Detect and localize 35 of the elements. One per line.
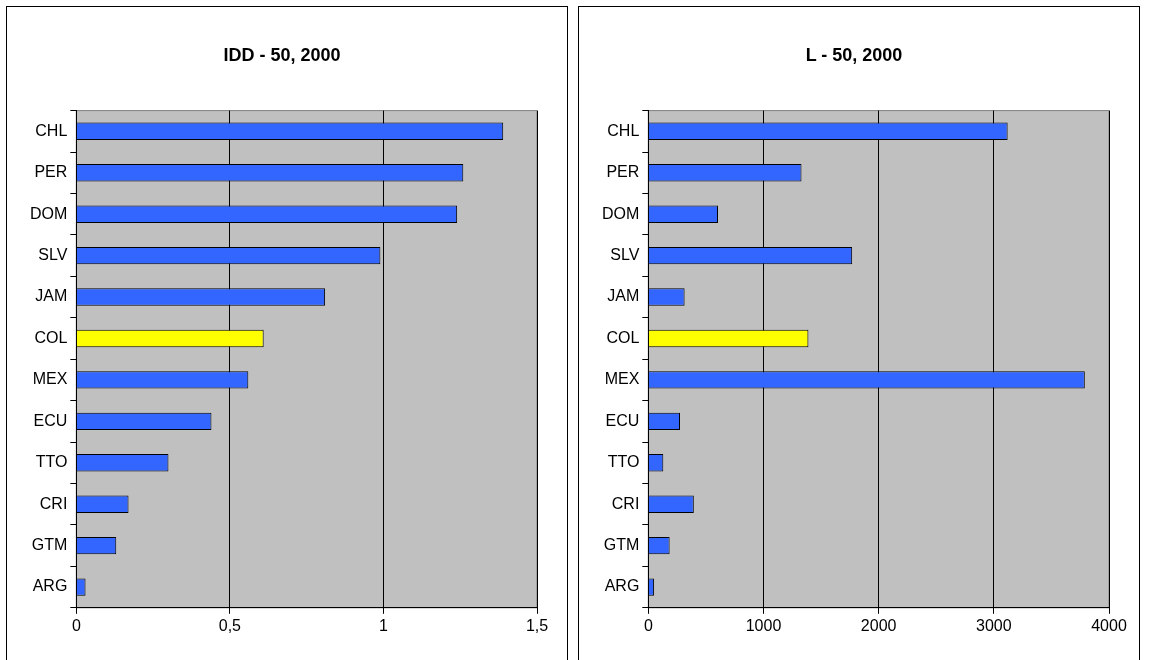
y-tick-label: GTM — [31, 536, 68, 554]
x-tick-label: 3000 — [976, 616, 1012, 634]
y-tick-label: TTO — [35, 453, 68, 471]
x-tick-label: 0,5 — [218, 616, 242, 634]
chart-title: L - 50, 2000 — [805, 44, 903, 65]
x-tick-label: 2000 — [860, 616, 897, 634]
x-tick-label: 0 — [71, 616, 81, 634]
x-tick-label: 1 — [378, 616, 388, 634]
y-tick-label: COL — [34, 328, 68, 346]
x-tick-label: 0 — [643, 616, 653, 634]
y-tick-label: PER — [34, 163, 68, 181]
y-tick-label: CRI — [39, 494, 68, 512]
y-tick-label: ECU — [605, 411, 640, 429]
y-tick-label: DOM — [30, 204, 68, 222]
y-tick-label: MEX — [604, 370, 640, 388]
x-tick-label: 1000 — [745, 616, 782, 634]
y-tick-label: SLV — [38, 246, 68, 264]
y-tick-label: PER — [606, 163, 640, 181]
x-tick-label: 4000 — [1091, 616, 1127, 634]
y-tick-label: TTO — [607, 453, 640, 471]
y-tick-label: ARG — [32, 577, 68, 595]
y-tick-label: CHL — [35, 121, 68, 139]
chart-title: IDD - 50, 2000 — [223, 44, 341, 65]
y-tick-label: JAM — [607, 287, 640, 305]
y-tick-label: GTM — [603, 536, 640, 554]
y-tick-label: CRI — [611, 494, 640, 512]
y-tick-label: ECU — [33, 411, 68, 429]
x-tick-label: 1,5 — [525, 616, 549, 634]
y-tick-label: JAM — [35, 287, 68, 305]
y-tick-label: COL — [606, 328, 640, 346]
y-tick-label: CHL — [607, 121, 640, 139]
y-tick-label: DOM — [602, 204, 640, 222]
y-tick-label: MEX — [32, 370, 68, 388]
y-tick-label: SLV — [610, 246, 640, 264]
y-tick-label: ARG — [604, 577, 640, 595]
